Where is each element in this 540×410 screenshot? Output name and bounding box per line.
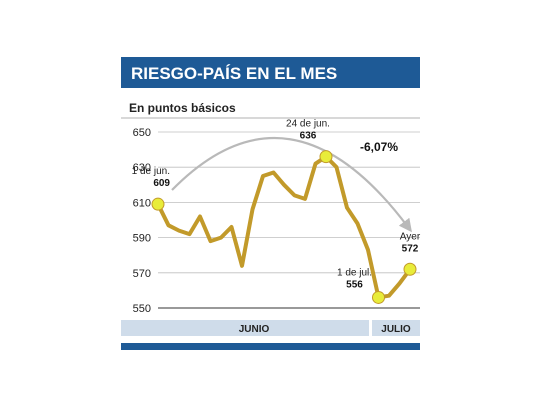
annotation-value: 609 [153, 178, 170, 189]
annotation-label: 1 de jun. [132, 166, 170, 177]
highlight-marker [319, 150, 333, 164]
y-tick-label: 570 [133, 268, 151, 280]
highlight-marker [151, 197, 165, 211]
period-label-julio: JULIO [381, 324, 411, 335]
annotation-label: Ayer [400, 231, 421, 242]
title-band [121, 57, 420, 88]
annotation-label: 24 de jun. [286, 119, 330, 130]
highlight-marker [403, 262, 417, 276]
y-axis: 550 570 590 610 630 650 [133, 127, 151, 315]
series-line [156, 154, 412, 300]
chart-subtitle: En puntos básicos [129, 101, 236, 115]
period-band-julio [372, 320, 420, 336]
period-label-junio: JUNIO [239, 324, 270, 335]
marker-layer [151, 150, 417, 304]
period-band-junio [121, 320, 369, 336]
annotation-value: 556 [346, 279, 363, 290]
change-label: -6,07% [360, 140, 398, 154]
y-tick-label: 590 [133, 233, 151, 245]
trend-arc [171, 136, 412, 233]
bottom-bar [121, 343, 420, 350]
annotation-value: 636 [300, 131, 317, 142]
y-tick-label: 650 [133, 127, 151, 139]
grid-layer [158, 131, 420, 309]
annotation-label: 1 de jul. [337, 267, 372, 278]
y-tick-label: 610 [133, 197, 151, 209]
annotation-layer: 1 de jun.609 24 de jun.636 1 de jul.556 Aye… [132, 119, 421, 291]
chart-title: RIESGO-PAÍS EN EL MES [131, 64, 337, 83]
y-tick-label: 630 [133, 162, 151, 174]
highlight-marker [372, 290, 385, 304]
y-tick-label: 550 [133, 303, 151, 315]
annotation-value: 572 [402, 243, 419, 254]
